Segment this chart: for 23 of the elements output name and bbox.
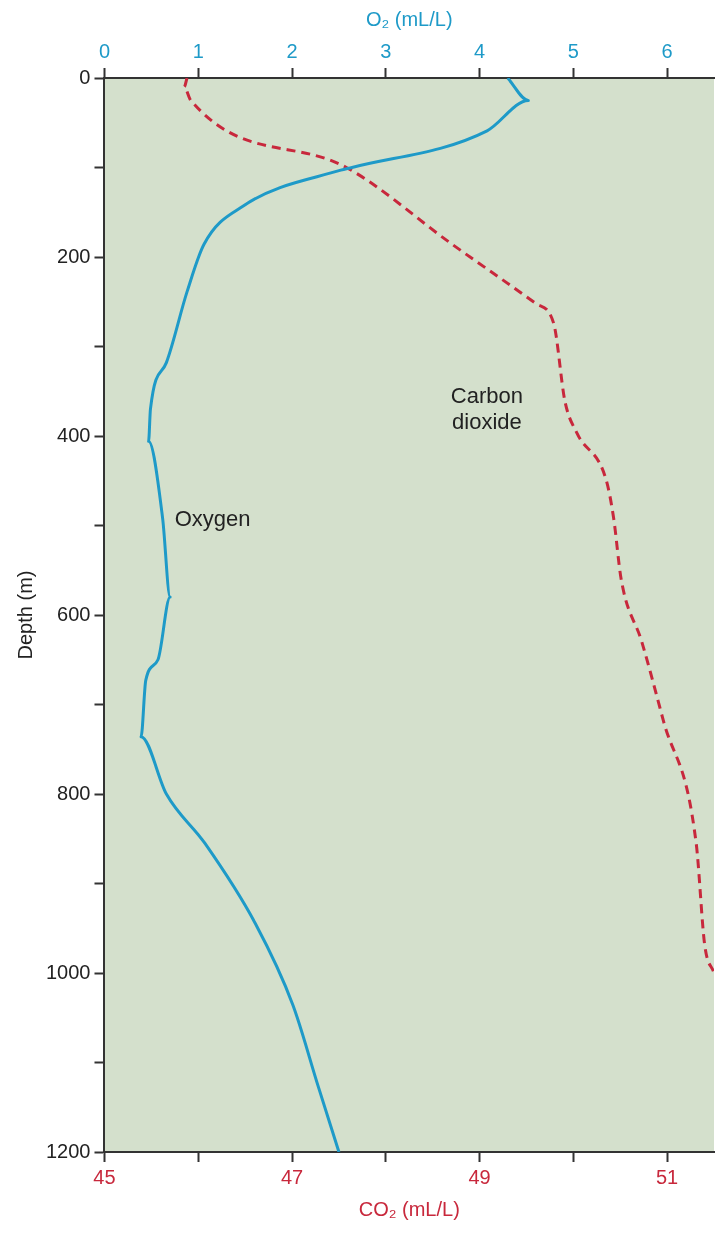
y-tick-label: 800 — [57, 781, 91, 804]
y-axis-title: Depth (m) — [13, 570, 36, 660]
y-tick-label: 200 — [57, 244, 91, 267]
y-tick-label: 600 — [57, 602, 91, 625]
x2-tick-label: 5 — [567, 39, 579, 62]
series-label: Oxygen — [174, 506, 251, 532]
x2-axis-title: O₂ (mL/L) — [365, 7, 453, 30]
y-tick-label: 400 — [57, 423, 91, 446]
x2-tick-label: 0 — [98, 39, 111, 62]
x-tick-label: 45 — [93, 1165, 116, 1188]
x-tick-label: 49 — [468, 1165, 491, 1188]
x2-tick-label: 6 — [661, 39, 673, 62]
x2-tick-label: 2 — [286, 39, 298, 62]
x2-tick-label: 1 — [192, 39, 204, 62]
y-tick-label: 1200 — [45, 1139, 91, 1162]
x-axis-title: CO₂ (mL/L) — [358, 1197, 460, 1220]
x2-tick-label: 4 — [474, 39, 486, 62]
y-tick-label: 0 — [79, 65, 91, 88]
y-tick-label: 1000 — [45, 960, 91, 983]
series-label: Carbon dioxide — [450, 383, 523, 435]
x2-tick-label: 3 — [380, 39, 392, 62]
x-tick-label: 51 — [655, 1165, 679, 1188]
x-tick-label: 47 — [280, 1165, 304, 1188]
